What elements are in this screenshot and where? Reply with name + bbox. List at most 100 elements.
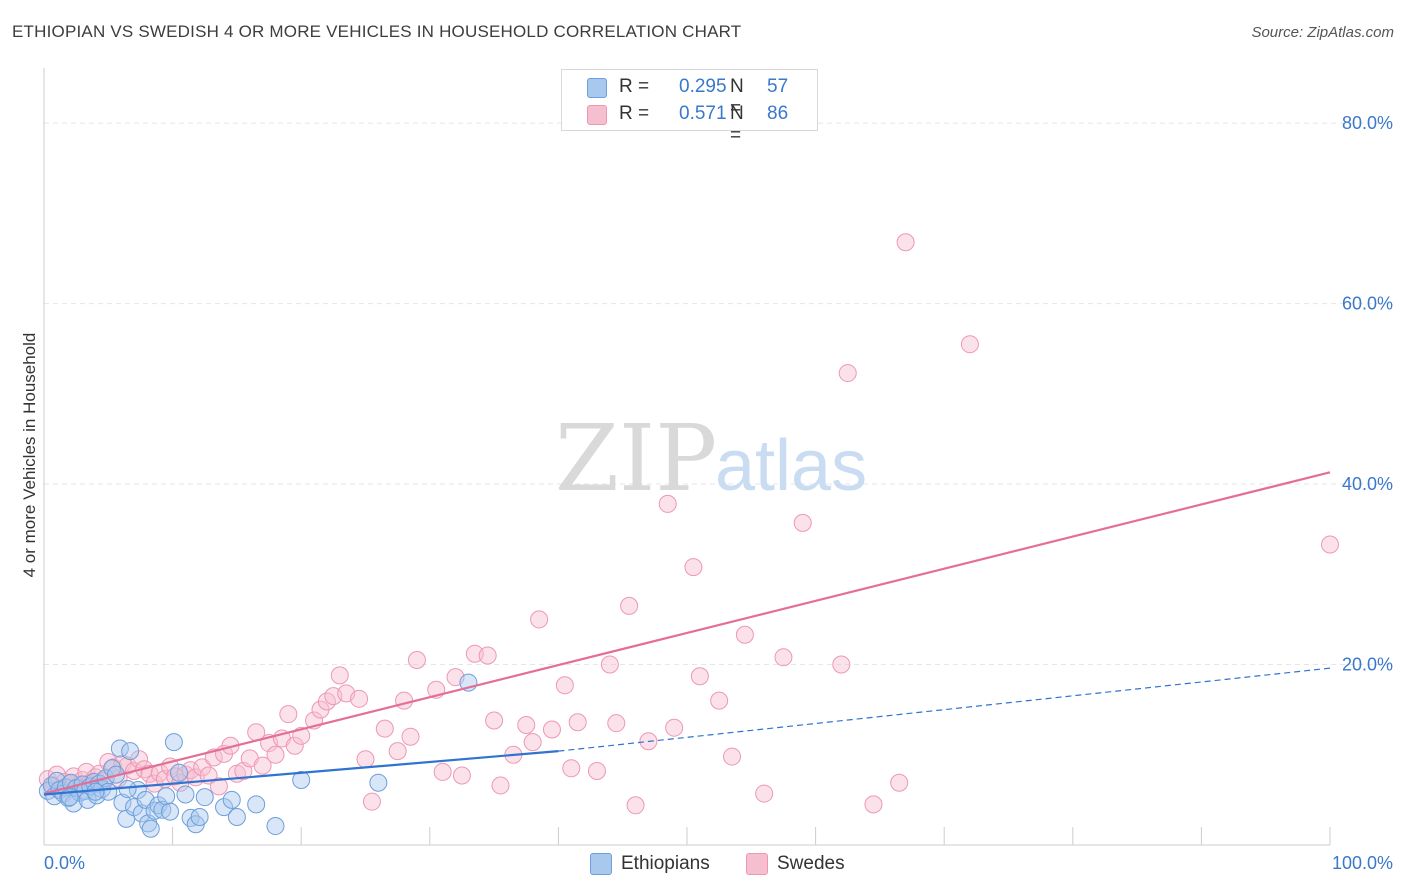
data-point-ethiopians (227, 808, 246, 827)
data-point-ethiopians (170, 763, 189, 782)
y-tick-label: 20.0% (1342, 655, 1393, 675)
data-point-swedes (658, 494, 677, 513)
data-point-ethiopians (157, 787, 176, 806)
data-point-swedes (407, 651, 426, 670)
data-point-ethiopians (247, 795, 266, 814)
data-point-swedes (793, 513, 812, 532)
data-point-ethiopians (215, 798, 234, 817)
data-point-ethiopians (121, 742, 140, 761)
correlation-legend: R = 0.295 N = 57 R = 0.571 N = 86 (561, 69, 818, 146)
data-point-swedes (452, 766, 471, 785)
data-point-swedes (607, 714, 626, 733)
data-point-ethiopians (153, 800, 172, 819)
data-point-swedes (253, 756, 272, 775)
data-point-swedes (890, 773, 909, 792)
data-point-swedes (600, 655, 619, 674)
r-label: R = (619, 103, 650, 124)
tick-labels: 20.0% 40.0% 60.0% 80.0% 0.0% 100.0% (44, 113, 1393, 873)
data-point-swedes (362, 792, 381, 811)
data-point-ethiopians (161, 802, 180, 821)
data-point-ethiopians (176, 785, 195, 804)
data-point-ethiopians (86, 782, 105, 801)
data-point-swedes (587, 762, 606, 781)
trend-line-ethiopians-extension (558, 667, 1331, 752)
watermark: ZIP atlas (555, 405, 867, 512)
axes (43, 68, 1331, 846)
data-point-swedes (723, 747, 742, 766)
n-value: 86 (767, 103, 789, 124)
source-label: Source: ZipAtlas.com (1251, 24, 1394, 41)
data-point-swedes (710, 691, 729, 710)
data-point-ethiopians (195, 788, 214, 807)
r-value: 0.571 (679, 103, 727, 124)
data-point-swedes (401, 727, 420, 746)
x-tick-label: 0.0% (44, 853, 85, 873)
data-point-swedes (375, 719, 394, 738)
data-point-swedes (626, 796, 645, 815)
legend-label: Ethiopians (621, 853, 710, 874)
ethiopians-swatch (590, 853, 612, 875)
data-point-swedes (356, 750, 375, 769)
data-point-ethiopians (110, 739, 129, 758)
data-point-ethiopians (164, 733, 183, 752)
data-point-ethiopians (125, 798, 144, 817)
data-point-swedes (1321, 535, 1339, 554)
data-point-swedes (542, 720, 561, 739)
data-point-ethiopians (222, 790, 241, 809)
data-point-swedes (523, 733, 542, 752)
swedes-swatch (746, 853, 768, 875)
data-point-swedes (517, 715, 536, 734)
data-point-ethiopians (99, 782, 118, 801)
data-point-ethiopians (292, 771, 311, 790)
n-label: N = (730, 76, 744, 119)
watermark-zip: ZIP (555, 405, 717, 512)
data-point-swedes (568, 713, 587, 732)
r-value: 0.295 (679, 76, 727, 97)
data-point-swedes (388, 742, 407, 761)
data-point-swedes (620, 596, 639, 615)
data-point-swedes (330, 666, 349, 685)
trend-lines (43, 471, 1331, 796)
data-point-swedes (433, 762, 452, 781)
data-point-swedes (774, 648, 793, 667)
swedes-swatch (587, 105, 607, 125)
r-label: R = (619, 76, 650, 97)
data-point-swedes (864, 795, 883, 814)
data-point-swedes (485, 711, 504, 730)
data-point-swedes (690, 667, 709, 686)
data-point-swedes (555, 676, 574, 695)
ethiopians-swatch (587, 78, 607, 98)
chart-title: ETHIOPIAN VS SWEDISH 4 OR MORE VEHICLES … (12, 22, 742, 41)
grid (44, 122, 1393, 666)
data-point-swedes (665, 718, 684, 737)
data-point-swedes (838, 364, 857, 383)
data-point-ethiopians (266, 817, 285, 836)
data-point-swedes (266, 745, 285, 764)
data-point-swedes (292, 726, 311, 745)
n-label: N = (730, 103, 744, 146)
trend-line-ethiopians (43, 750, 559, 796)
n-value: 57 (767, 76, 789, 97)
ethiopians-points (38, 673, 478, 838)
data-point-ethiopians (190, 808, 209, 827)
data-point-swedes (285, 736, 304, 755)
data-point-swedes (209, 777, 228, 796)
data-point-swedes (755, 784, 774, 803)
data-point-ethiopians (369, 773, 388, 792)
data-point-swedes (395, 691, 414, 710)
legend-label: Swedes (777, 853, 845, 874)
watermark-atlas: atlas (715, 426, 867, 506)
data-point-swedes (684, 558, 703, 577)
data-point-swedes (350, 689, 369, 708)
data-point-swedes (735, 625, 754, 644)
data-point-swedes (832, 655, 851, 674)
data-point-swedes (562, 759, 581, 778)
y-tick-label: 80.0% (1342, 113, 1393, 133)
swedes-points (38, 233, 1339, 815)
y-tick-label: 40.0% (1342, 474, 1393, 494)
data-point-swedes (530, 610, 549, 629)
data-point-swedes (478, 646, 497, 665)
data-point-swedes (491, 776, 510, 795)
data-point-swedes (960, 335, 979, 354)
